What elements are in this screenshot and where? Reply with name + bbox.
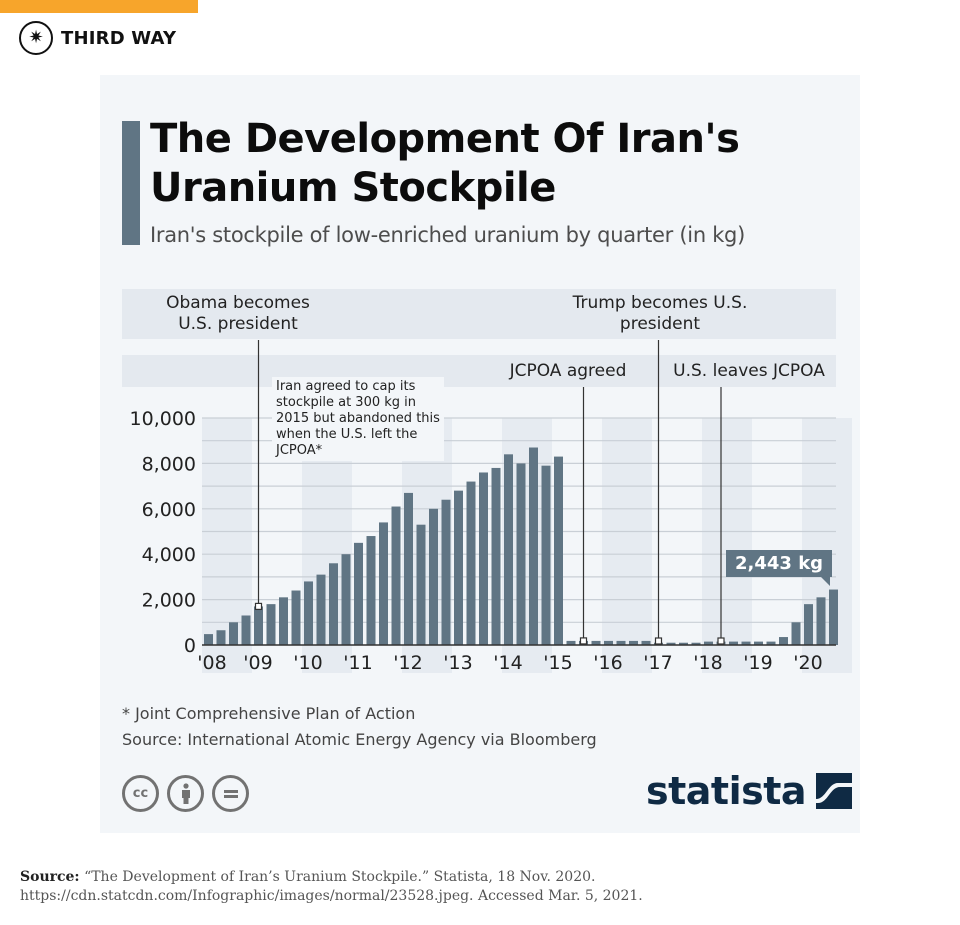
svg-text:'14: '14: [493, 652, 522, 674]
annotation-obama: Obama becomes U.S. president: [166, 293, 310, 334]
svg-text:'09: '09: [243, 652, 272, 674]
citation: Source: “The Development of Iran’s Urani…: [20, 868, 940, 906]
svg-text:0: 0: [184, 635, 196, 657]
svg-text:'08: '08: [197, 652, 226, 674]
svg-text:'16: '16: [593, 652, 622, 674]
statista-mark-icon: [816, 773, 853, 809]
chart-title: The Development Of Iran's Uranium Stockp…: [150, 116, 740, 211]
source-note: Source: International Atomic Energy Agen…: [122, 730, 597, 749]
annotation-us-leaves: U.S. leaves JCPOA: [673, 361, 825, 381]
cc-icon[interactable]: cc: [122, 775, 159, 812]
brand-accent-bar: [0, 0, 198, 13]
svg-text:'10: '10: [293, 652, 322, 674]
svg-text:2,000: 2,000: [142, 590, 196, 612]
svg-text:4,000: 4,000: [142, 544, 196, 566]
citation-label: Source:: [20, 869, 80, 885]
brand-name: THIRD WAY: [61, 27, 177, 49]
title-accent-bar: [122, 121, 140, 245]
statista-logo[interactable]: statista: [646, 769, 853, 813]
compass-star-icon: ✷: [19, 21, 53, 55]
svg-text:8,000: 8,000: [142, 453, 196, 475]
svg-text:'20: '20: [793, 652, 822, 674]
no-derivatives-icon[interactable]: [212, 775, 249, 812]
chart-subtitle: Iran's stockpile of low-enriched uranium…: [150, 223, 745, 247]
svg-text:'15: '15: [543, 652, 572, 674]
brand-header: ✷ THIRD WAY: [19, 21, 176, 55]
svg-text:'11: '11: [343, 652, 372, 674]
publisher-name: statista: [646, 769, 807, 813]
annotation-note: Iran agreed to cap its stockpile at 300 …: [272, 377, 444, 461]
svg-text:10,000: 10,000: [130, 408, 196, 430]
svg-text:'12: '12: [393, 652, 422, 674]
attribution-icon[interactable]: [167, 775, 204, 812]
citation-text: “The Development of Iran’s Uranium Stock…: [20, 869, 643, 904]
last-value-label: 2,443 kg: [726, 550, 833, 586]
infographic-card: The Development Of Iran's Uranium Stockp…: [100, 75, 860, 833]
annotation-jcpoa-agreed: JCPOA agreed: [509, 361, 627, 381]
svg-text:'13: '13: [443, 652, 472, 674]
svg-text:'19: '19: [743, 652, 772, 674]
svg-text:6,000: 6,000: [142, 499, 196, 521]
footnote: * Joint Comprehensive Plan of Action: [122, 704, 416, 723]
license-icons: cc: [122, 775, 249, 812]
svg-text:'17: '17: [643, 652, 672, 674]
annotation-band-mid: [122, 355, 836, 387]
annotation-band-top: [122, 289, 836, 339]
bar-chart: 0 2,000 4,000 6,000 8,000 10,000 '08 '09 '10 '11 '…: [130, 340, 852, 674]
svg-text:'18: '18: [693, 652, 722, 674]
annotation-trump: Trump becomes U.S. president: [572, 293, 748, 334]
